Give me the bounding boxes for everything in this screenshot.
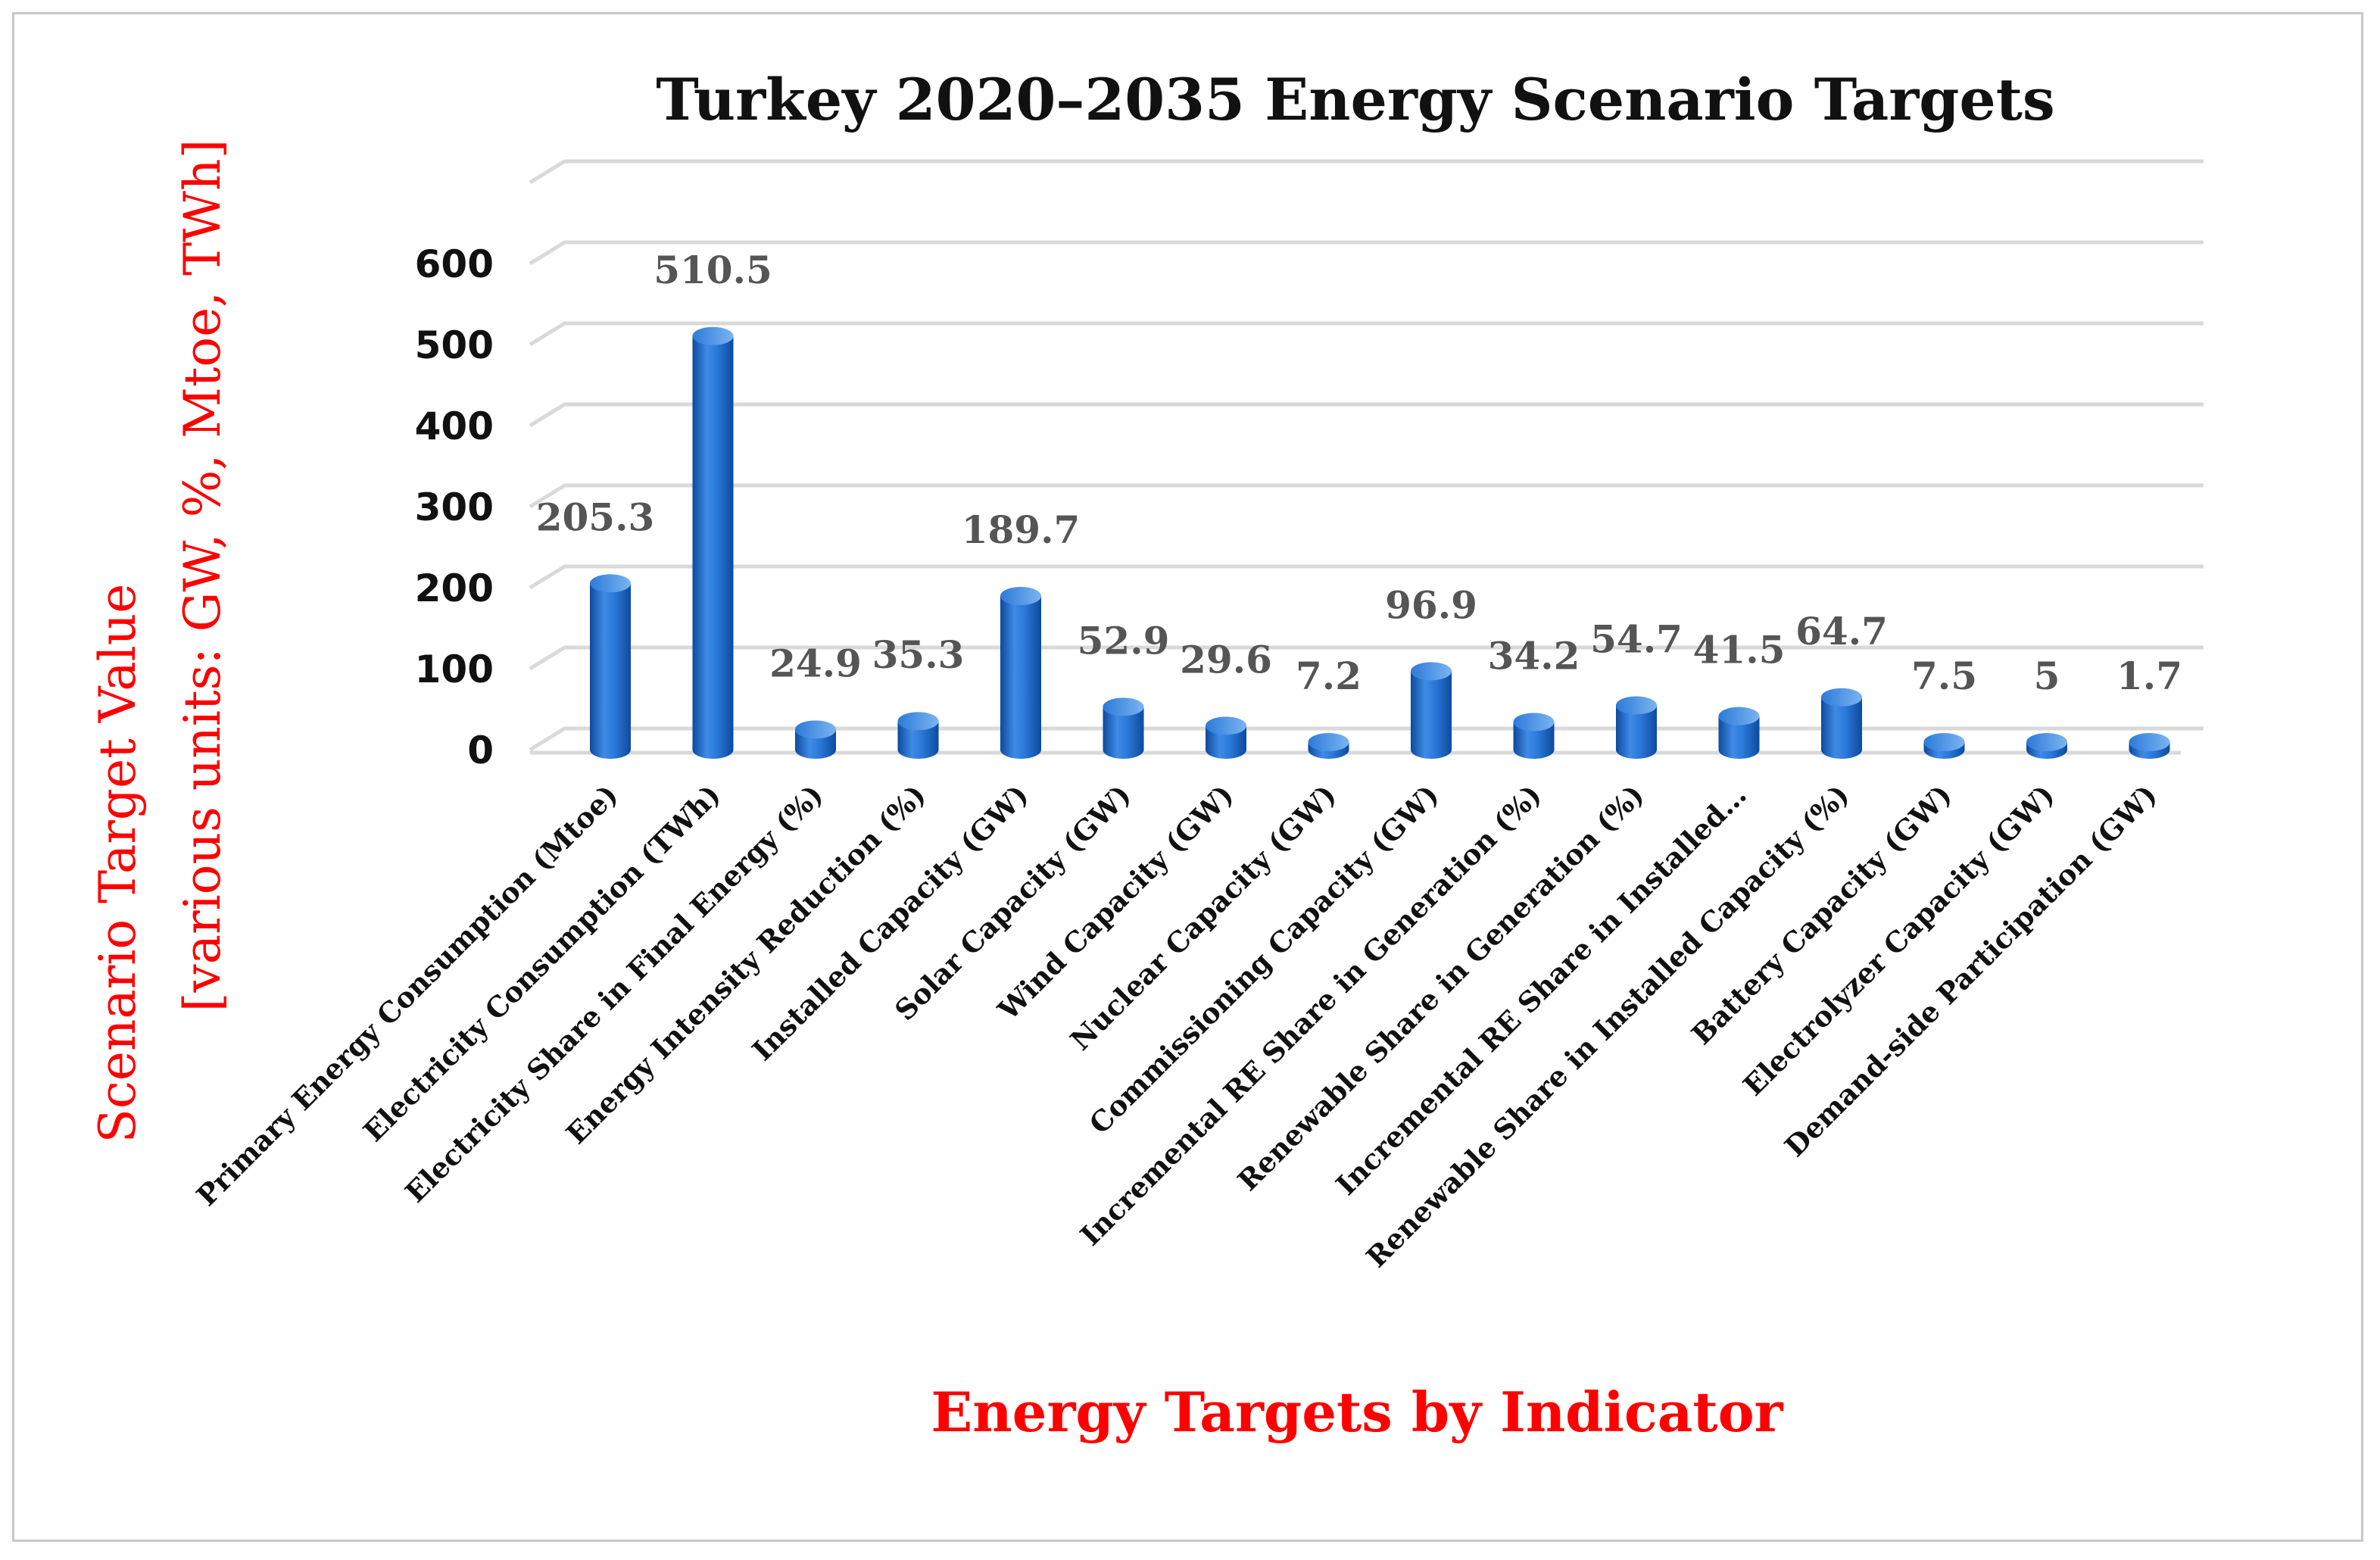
- gridline: [529, 402, 2204, 428]
- gridline: [529, 645, 2204, 671]
- bar-body: [1103, 707, 1144, 759]
- gridline: [529, 159, 2204, 185]
- data-label: 510.5: [653, 248, 772, 292]
- chart-frame: [12, 12, 2363, 1542]
- bar: [1103, 697, 1144, 759]
- bar: [692, 326, 734, 759]
- y-axis-ticks: 0 100 200 300 400 500 600: [415, 242, 494, 772]
- data-label: 5: [2034, 654, 2060, 698]
- data-label: 29.6: [1180, 637, 1272, 682]
- x-tick-label: Energy Intensity Reduction (%): [560, 778, 932, 1150]
- bar-body: [692, 335, 734, 759]
- data-label: 96.9: [1385, 582, 1477, 627]
- data-label: 41.5: [1693, 628, 1786, 672]
- bar: [1513, 713, 1555, 759]
- y-tick-label: 100: [415, 647, 494, 691]
- bar-cap: [897, 712, 939, 731]
- bar-cap: [2026, 733, 2067, 751]
- bar: [795, 720, 836, 759]
- bar: [1411, 662, 1452, 759]
- data-label: 52.9: [1078, 618, 1170, 663]
- bar-cap: [692, 326, 734, 345]
- x-tick-label: Primary Energy Consumption (Mtoe): [190, 778, 625, 1212]
- data-label: 24.9: [769, 641, 862, 685]
- bar: [1000, 587, 1041, 759]
- bar-body: [590, 583, 631, 759]
- bar-cap: [1718, 707, 1760, 725]
- bar-cap: [2129, 733, 2170, 751]
- bar: [1616, 696, 1657, 759]
- chart-title: Turkey 2020–2035 Energy Scenario Targets: [656, 66, 2054, 133]
- y-tick-label: 500: [415, 323, 494, 367]
- x-tick-label: Electricity Consumption (TWh): [357, 778, 727, 1148]
- bar: [1821, 688, 1862, 759]
- gridline: [529, 726, 2204, 752]
- x-tick-label: Demand-side Participation (GW): [1778, 778, 2163, 1163]
- y-tick-label: 300: [415, 485, 494, 529]
- bar-cap: [795, 720, 836, 739]
- bar-cap: [1308, 733, 1349, 751]
- bar: [1206, 716, 1246, 759]
- bar: [2129, 733, 2170, 759]
- y-tick-label: 600: [415, 242, 494, 286]
- x-tick-label: Electricity Share in Final Energy (%): [398, 778, 829, 1209]
- gridline: [529, 564, 2204, 590]
- bar: [1718, 707, 1760, 759]
- x-tick-label: Renewable Share in Installed Capacity (%…: [1359, 778, 1855, 1274]
- data-label: 205.3: [536, 495, 655, 539]
- data-label: 7.5: [1911, 654, 1977, 698]
- bar-body: [1718, 716, 1760, 759]
- bar-body: [897, 721, 939, 759]
- bar-cap: [1923, 733, 1965, 751]
- bar: [2026, 733, 2067, 759]
- data-label: 35.3: [872, 632, 965, 677]
- bar-body: [1411, 671, 1452, 759]
- x-axis-ticks: Primary Energy Consumption (Mtoe)Electri…: [190, 778, 2163, 1274]
- bar-body: [1513, 722, 1555, 759]
- data-label: 1.7: [2116, 654, 2182, 698]
- bar-cap: [1821, 688, 1862, 707]
- data-label: 54.7: [1590, 616, 1683, 661]
- bar-cap: [1513, 713, 1555, 732]
- x-axis-title: Energy Targets by Indicator: [931, 1380, 1783, 1444]
- bar-cap: [1000, 587, 1041, 606]
- data-label: 64.7: [1795, 609, 1888, 654]
- bar: [1308, 733, 1349, 759]
- bar: [1923, 733, 1965, 759]
- gridline: [529, 483, 2204, 509]
- bar-cap: [590, 574, 631, 593]
- data-label: 189.7: [962, 507, 1081, 552]
- y-tick-label: 400: [415, 404, 494, 448]
- bar-body: [1821, 697, 1862, 759]
- y-tick-label: 200: [415, 566, 494, 610]
- bar-cap: [1206, 716, 1246, 735]
- gridline: [529, 321, 2204, 347]
- y-axis-title: Scenario Target Value: [89, 584, 147, 1143]
- bar-body: [1000, 596, 1041, 759]
- bar-body: [1206, 725, 1246, 759]
- gridline: [529, 240, 2204, 266]
- bar-cap: [1103, 697, 1144, 716]
- bar: [897, 712, 939, 759]
- data-label: 34.2: [1488, 633, 1580, 678]
- y-tick-label: 0: [467, 729, 494, 772]
- bar-cap: [1616, 696, 1657, 715]
- bars: [590, 326, 2170, 759]
- data-label: 7.2: [1296, 654, 1362, 698]
- y-axis-units: [various units: GW, %, Mtoe, TWh]: [173, 139, 232, 1012]
- bar: [590, 574, 631, 759]
- data-labels: 205.3 510.5 24.9 35.3 189.7 52.9 29.6 7.2 96.934…: [536, 248, 2182, 698]
- bar-body: [1616, 705, 1657, 759]
- bar-cap: [1411, 662, 1452, 681]
